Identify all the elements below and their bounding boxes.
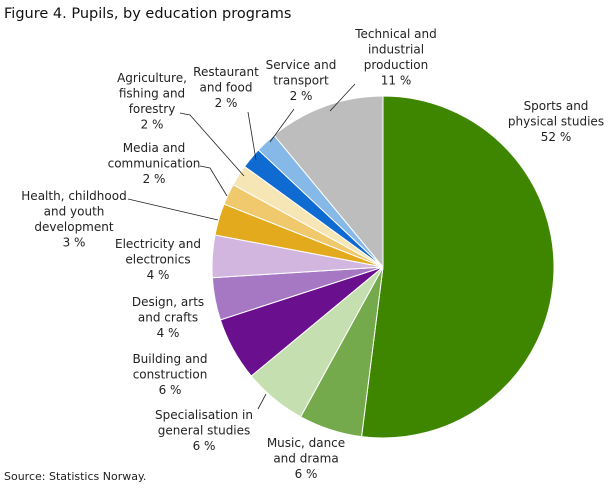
slice-category-label: general studies — [158, 424, 251, 438]
chart-title: Figure 4. Pupils, by education programs — [4, 6, 292, 22]
slice-category-label: Service and — [266, 58, 337, 72]
slice-value-label: 6 % — [193, 439, 216, 453]
slice-value-label: 4 % — [147, 268, 170, 282]
slice-category-label: and food — [200, 81, 253, 95]
slice-category-label: Agriculture, — [117, 71, 187, 85]
slice-value-label: 2 % — [143, 172, 166, 186]
leader-line — [329, 83, 356, 112]
source-note: Source: Statistics Norway. — [4, 470, 147, 483]
slice-category-label: construction — [133, 368, 208, 382]
slice-category-label: industrial — [368, 43, 424, 57]
slice-category-label: Electricity and — [115, 237, 201, 251]
slice-category-label: fishing and — [119, 87, 185, 101]
leader-line — [127, 198, 219, 221]
slice-category-label: Building and — [132, 352, 207, 366]
slice-value-label: 2 % — [290, 89, 313, 103]
slice-category-label: Media and — [123, 141, 185, 155]
leader-line — [179, 112, 245, 177]
slice-category-label: Restaurant — [193, 65, 259, 79]
slice-category-label: Specialisation in — [155, 408, 253, 422]
slice-category-label: Design, arts — [132, 295, 204, 309]
slice-category-label: electronics — [125, 253, 190, 267]
slice-category-label: and crafts — [138, 311, 198, 325]
slice-category-label: and drama — [273, 452, 338, 466]
slice-category-label: Health, childhood — [21, 189, 126, 203]
slice-category-label: communication — [108, 157, 201, 171]
slice-category-label: Music, dance — [267, 436, 345, 450]
leader-line — [247, 111, 257, 161]
slice-category-label: physical studies — [508, 115, 604, 129]
leader-line — [269, 108, 295, 143]
leader-line — [199, 165, 228, 197]
slice-category-label: and youth — [44, 205, 105, 219]
leader-line — [257, 393, 267, 410]
slice-value-label: 52 % — [541, 130, 572, 144]
pie-slice — [361, 95, 555, 439]
slice-category-label: Technical and — [354, 27, 437, 41]
slice-category-label: development — [34, 220, 113, 234]
slice-value-label: 2 % — [215, 96, 238, 110]
slice-category-label: forestry — [129, 102, 176, 116]
slice-category-label: production — [364, 58, 428, 72]
slice-value-label: 6 % — [159, 383, 182, 397]
pie-slice — [273, 95, 384, 269]
slice-value-label: 4 % — [157, 326, 180, 340]
slice-value-label: 3 % — [63, 236, 86, 250]
slice-category-label: Sports and — [524, 99, 589, 113]
slice-category-label: transport — [273, 74, 329, 88]
slice-value-label: 6 % — [295, 467, 318, 481]
slice-value-label: 11 % — [381, 74, 412, 88]
slice-value-label: 2 % — [141, 118, 164, 132]
